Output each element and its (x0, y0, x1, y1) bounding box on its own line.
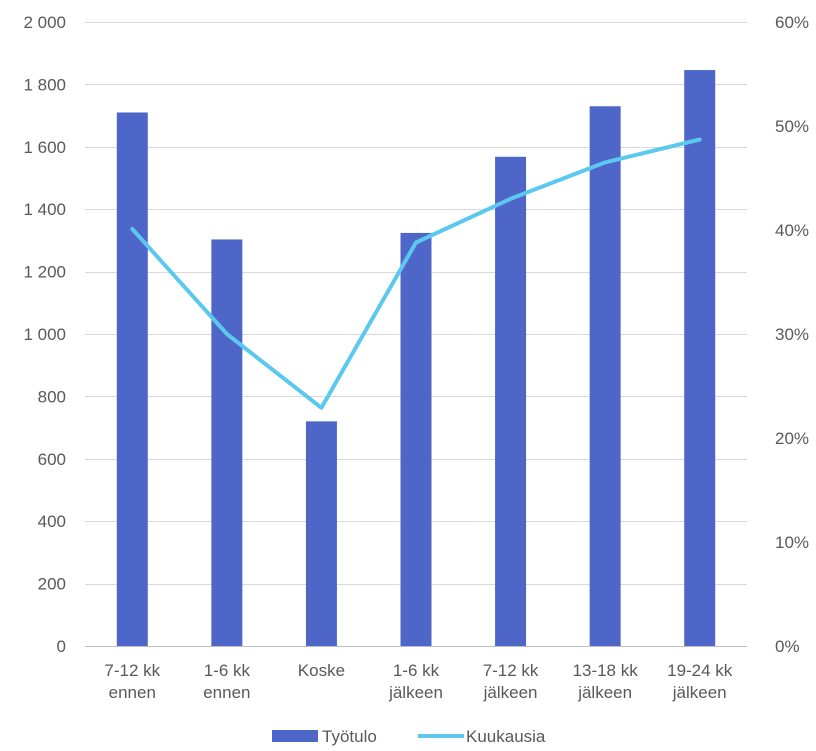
y-left-tick-label: 1 600 (23, 138, 66, 157)
x-tick-label: 7-12 kk jälkeen (483, 661, 539, 702)
y-axis-left: 0 200 400 600 800 1 000 1 200 1 400 1 600 1 800 2 … (23, 13, 66, 656)
bar (495, 156, 527, 646)
y-left-tick-label: 1 200 (23, 263, 66, 282)
x-axis: 7-12 kk ennen 1-6 kk ennen Koske 1-6 kk jälkee… (104, 661, 732, 702)
bar (211, 239, 243, 647)
x-tick-label: 19-24 kk jälkeen (667, 661, 733, 702)
y-left-tick-label: 0 (57, 637, 66, 656)
y-left-tick-label: 600 (38, 450, 66, 469)
bar (116, 112, 148, 647)
y-left-tick-label: 1 000 (23, 325, 66, 344)
bar (305, 421, 337, 646)
legend: Työtulo Kuukausia (272, 727, 546, 746)
x-tick-label: 1-6 kk jälkeen (388, 661, 443, 702)
line-series (130, 137, 702, 410)
bar-series (116, 70, 716, 647)
y-right-tick-label: 20% (775, 429, 809, 448)
x-tick-label: Koske (298, 661, 345, 680)
legend-swatch-tyotulo (272, 730, 318, 742)
bar (684, 70, 716, 647)
x-tick-label: 1-6 kk ennen (203, 661, 250, 702)
bar (589, 106, 621, 647)
y-left-tick-label: 400 (38, 512, 66, 531)
y-left-tick-label: 1 400 (23, 200, 66, 219)
y-right-tick-label: 10% (775, 533, 809, 552)
x-tick-label: 7-12 kk ennen (104, 661, 160, 702)
y-left-tick-label: 200 (38, 575, 66, 594)
legend-label-kuukausia: Kuukausia (466, 727, 546, 746)
y-right-tick-label: 60% (775, 13, 809, 32)
y-axis-right: 0% 10% 20% 30% 40% 50% 60% (775, 13, 809, 656)
legend-label-tyotulo: Työtulo (322, 727, 377, 746)
y-right-tick-label: 30% (775, 325, 809, 344)
y-left-tick-label: 800 (38, 387, 66, 406)
y-left-tick-label: 2 000 (23, 13, 66, 32)
y-right-tick-label: 0% (775, 637, 800, 656)
bar (400, 232, 432, 647)
y-left-tick-label: 1 800 (23, 75, 66, 94)
y-right-tick-label: 40% (775, 221, 809, 240)
y-right-tick-label: 50% (775, 117, 809, 136)
x-tick-label: 13-18 kk jälkeen (573, 661, 639, 702)
